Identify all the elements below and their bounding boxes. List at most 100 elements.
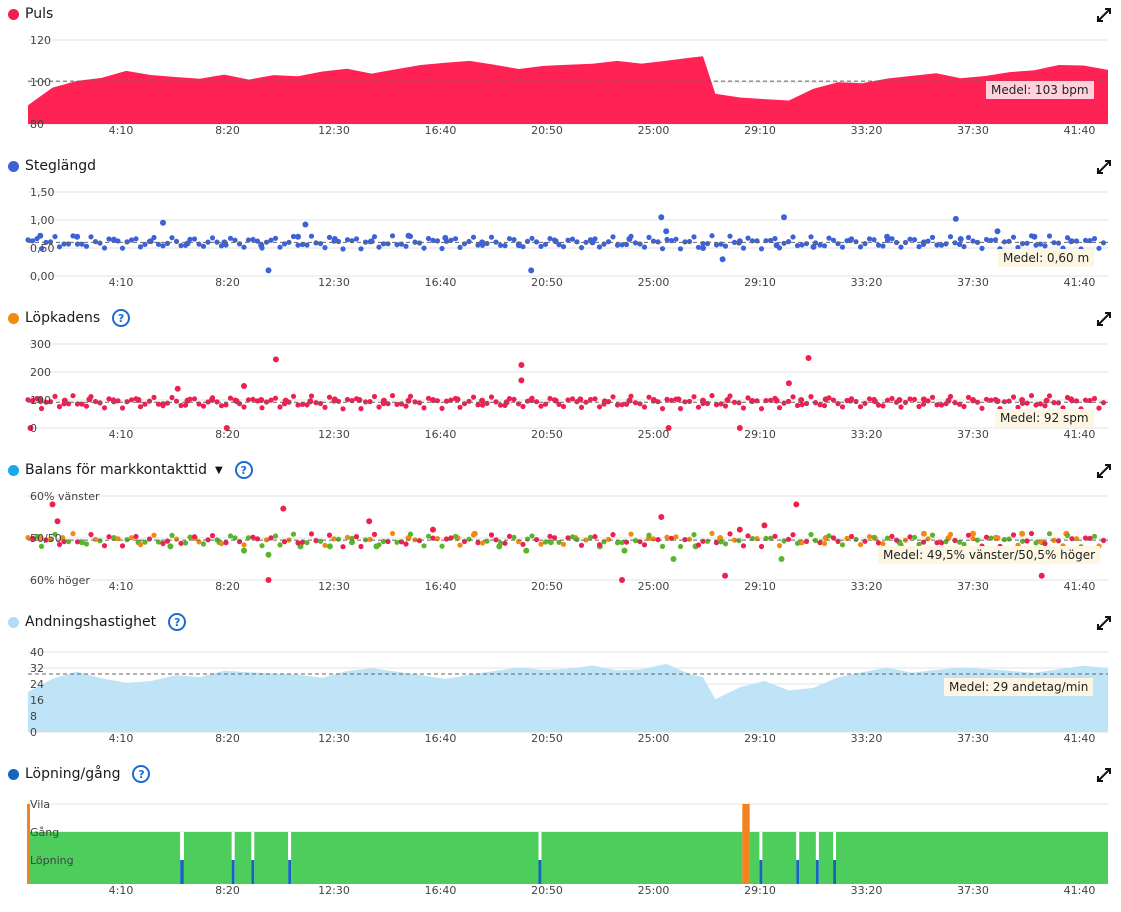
data-point: [1033, 402, 1038, 407]
segment-gang: [799, 832, 816, 884]
segment-lopning: [288, 860, 291, 884]
data-point: [430, 527, 436, 533]
data-point: [898, 404, 903, 409]
data-point: [421, 543, 426, 548]
x-tick-label: 37:30: [957, 428, 989, 441]
segment-lopning: [833, 860, 836, 884]
data-point: [489, 235, 494, 240]
data-point: [628, 394, 633, 399]
data-point: [921, 531, 927, 537]
data-point: [795, 541, 800, 546]
x-tick-label: 12:30: [318, 884, 350, 897]
segment-gang: [184, 832, 232, 884]
data-point: [822, 541, 827, 546]
y-tick-label: Löpning: [30, 854, 74, 867]
data-point: [862, 241, 867, 246]
expand-icon[interactable]: [1097, 616, 1111, 630]
data-point: [709, 233, 714, 238]
help-icon[interactable]: ?: [112, 309, 130, 327]
x-tick-label: 29:10: [744, 276, 776, 289]
data-point: [106, 396, 111, 401]
data-point: [102, 543, 107, 548]
data-point: [169, 235, 174, 240]
data-point: [628, 532, 633, 537]
expand-icon[interactable]: [1097, 8, 1111, 22]
data-point: [673, 534, 678, 539]
data-point: [255, 239, 260, 244]
data-point: [534, 239, 539, 244]
data-point: [867, 236, 872, 241]
x-tick-label: 16:40: [425, 580, 457, 593]
data-point: [1056, 538, 1061, 543]
y-tick-label: 100: [30, 76, 51, 89]
panel-title-text: Balans för markkontakttid: [25, 462, 207, 478]
x-tick-label: 25:00: [638, 428, 670, 441]
expand-icon[interactable]: [1097, 768, 1111, 782]
data-point: [1024, 538, 1029, 543]
data-point: [651, 536, 656, 541]
data-point: [354, 534, 359, 539]
data-point: [930, 235, 935, 240]
data-point: [372, 532, 377, 537]
help-icon[interactable]: ?: [168, 613, 186, 631]
data-point: [759, 406, 764, 411]
data-point: [138, 404, 143, 409]
dropdown-caret-icon[interactable]: ▼: [215, 465, 223, 476]
data-point: [376, 542, 381, 547]
data-point: [579, 543, 584, 548]
data-point: [934, 242, 939, 247]
data-point: [502, 541, 507, 546]
data-point: [183, 243, 188, 248]
data-point: [579, 405, 584, 410]
data-point: [336, 537, 341, 542]
data-point: [889, 236, 894, 241]
x-tick-label: 20:50: [531, 580, 563, 593]
x-tick-label: 16:40: [425, 884, 457, 897]
help-icon[interactable]: ?: [132, 765, 150, 783]
data-point: [345, 535, 350, 540]
data-point: [219, 243, 224, 248]
data-point: [259, 245, 264, 250]
data-point: [862, 539, 867, 544]
data-point: [466, 399, 471, 404]
data-point: [714, 402, 719, 407]
data-point: [498, 243, 503, 248]
legend-dot: [8, 465, 19, 476]
data-point: [939, 402, 944, 407]
data-point: [475, 540, 480, 545]
data-point: [1020, 401, 1025, 406]
data-point: [376, 404, 381, 409]
data-point: [120, 543, 125, 548]
data-point: [277, 542, 282, 547]
data-point: [588, 237, 593, 242]
data-point: [138, 542, 143, 547]
x-tick-label: 20:50: [531, 124, 563, 137]
data-point: [57, 244, 62, 249]
data-point: [984, 535, 989, 540]
data-point: [444, 399, 449, 404]
data-point: [1024, 401, 1029, 406]
help-icon[interactable]: ?: [235, 461, 253, 479]
data-point: [574, 239, 579, 244]
data-point: [687, 399, 692, 404]
data-point: [327, 235, 332, 240]
data-point: [106, 534, 111, 539]
data-point: [336, 239, 341, 244]
data-point: [444, 536, 449, 541]
data-point: [106, 236, 111, 241]
data-point: [390, 531, 395, 536]
expand-icon[interactable]: [1097, 312, 1111, 326]
data-point: [786, 537, 791, 542]
data-point: [840, 542, 845, 547]
data-point: [507, 396, 512, 401]
data-point: [561, 542, 566, 547]
data-point: [691, 532, 696, 537]
y-tick-label: 32: [30, 662, 44, 675]
data-point: [1047, 393, 1052, 398]
y-tick-label: 8: [30, 710, 37, 723]
data-point: [97, 538, 102, 543]
expand-icon[interactable]: [1097, 464, 1111, 478]
expand-icon[interactable]: [1097, 160, 1111, 174]
